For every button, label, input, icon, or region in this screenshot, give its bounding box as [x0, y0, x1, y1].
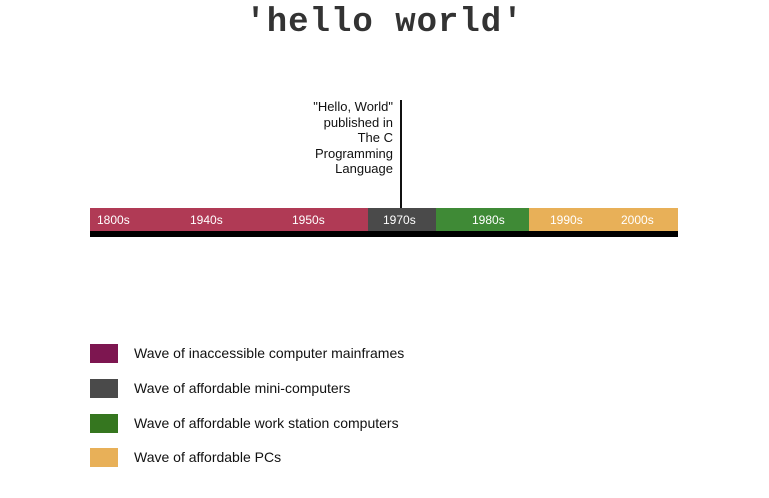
legend-item-work-stations: Wave of affordable work station computer…	[90, 414, 510, 434]
annotation-line: "Hello, World"	[313, 99, 393, 114]
legend-label: Wave of affordable work station computer…	[134, 415, 399, 431]
annotation-line: Programming	[314, 145, 393, 161]
decade-label-1800s: 1800s	[97, 213, 130, 227]
annotation-line: published in	[323, 114, 393, 130]
legend-label: Wave of affordable mini-computers	[134, 380, 351, 396]
legend-item-pcs: Wave of affordable PCs	[90, 448, 510, 468]
decade-label-1980s: 1980s	[472, 213, 505, 227]
decade-label-1940s: 1940s	[190, 213, 223, 227]
legend-item-mainframes: Wave of inaccessible computer mainframes	[90, 344, 510, 364]
legend-swatch	[90, 344, 118, 363]
decade-label-2000s: 2000s	[621, 213, 654, 227]
annotation-line: Language	[335, 161, 393, 176]
legend-label: Wave of inaccessible computer mainframes	[134, 345, 405, 361]
annotation-marker-line	[400, 100, 402, 208]
decade-label-1990s: 1990s	[550, 213, 583, 227]
timeline-segment-mainframes	[90, 208, 368, 231]
timeline-segment-pcs	[529, 208, 678, 231]
timeline-segment-mini-computers	[368, 208, 436, 231]
legend-item-mini-computers: Wave of affordable mini-computers	[90, 379, 510, 399]
timeline-segment-work-stations	[436, 208, 529, 231]
diagram-title: 'hello world'	[245, 4, 524, 42]
legend-swatch	[90, 379, 118, 398]
timeline-baseline	[90, 231, 678, 237]
annotation-line: The C	[357, 130, 393, 145]
legend-swatch	[90, 414, 118, 433]
legend-label: Wave of affordable PCs	[134, 449, 282, 465]
decade-label-1950s: 1950s	[292, 213, 325, 227]
legend-swatch	[90, 448, 118, 467]
timeline-bar	[90, 208, 678, 231]
hello-world-annotation: "Hello, World" published in The C Progra…	[262, 99, 393, 177]
decade-label-1970s: 1970s	[383, 213, 416, 227]
